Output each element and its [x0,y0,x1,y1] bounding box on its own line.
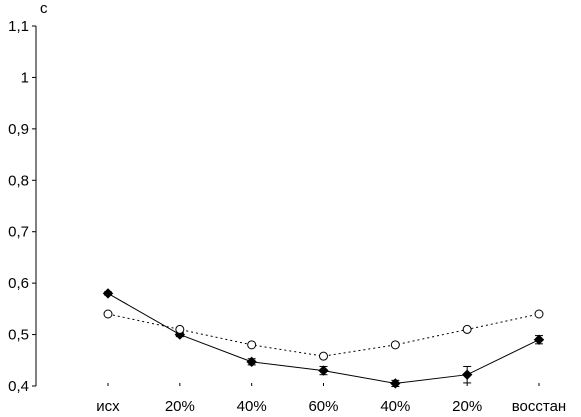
y-tick-label: 0,9 [8,121,29,138]
data-point-diamond [533,334,545,345]
x-tick-label: 20% [165,398,195,415]
data-point-circle [103,309,113,319]
x-tick-label: восстан [512,398,566,415]
x-tick-label: 40% [380,398,410,415]
data-point-circle [390,340,400,350]
series-1 [102,288,545,389]
data-point-diamond [102,288,114,299]
series-2 [103,309,544,361]
y-tick-label: 0,5 [8,327,29,344]
y-tick-label: 1,1 [8,18,29,35]
data-point-diamond [390,378,401,389]
data-point-circle [247,340,257,350]
data-point-diamond [246,356,257,368]
data-point-circle [534,309,544,319]
y-tick-label: 1 [21,69,29,86]
data-point-circle [175,324,185,334]
data-point-circle [318,351,328,361]
x-tick-label: 60% [308,398,338,415]
y-axis-ticks: 0,4 0,5 0,6 0,7 0,8 0,9 1 1,1 [8,18,36,395]
x-axis-ticks: исх 20% 40% 60% 40% 20% восстан [96,383,566,415]
y-tick-label: 0,4 [8,378,29,395]
data-point-diamond [318,365,329,376]
x-tick-label: 20% [452,398,482,415]
x-tick-label: исх [96,398,120,415]
y-tick-label: 0,7 [8,224,29,241]
x-tick-label: 40% [237,398,267,415]
data-point-circle [462,324,472,334]
y-tick-label: 0,6 [8,275,29,292]
series-layer [102,288,545,389]
y-tick-label: 0,8 [8,172,29,189]
y-axis-label: с [40,0,48,17]
data-point-diamond [461,369,473,380]
series-line [107,313,540,357]
